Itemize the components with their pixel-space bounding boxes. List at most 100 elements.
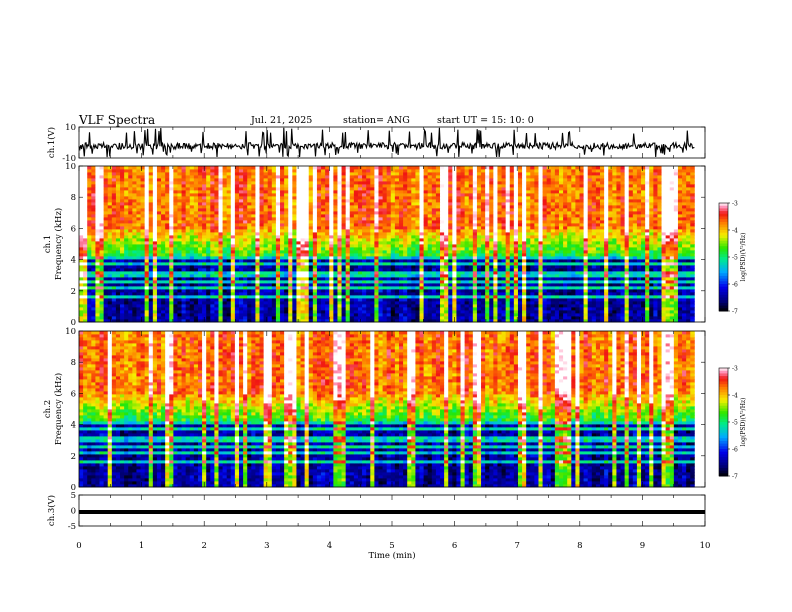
- spectrogram-cell: [427, 289, 433, 293]
- spectrogram-cell: [99, 253, 105, 257]
- spectrogram-cell: [161, 220, 166, 224]
- spectrogram-cell: [641, 319, 646, 323]
- spectrogram-cell: [485, 232, 490, 236]
- spectrogram-cell: [419, 283, 424, 287]
- spectrogram-cell: [177, 319, 182, 323]
- spectrogram-cell: [661, 244, 667, 248]
- spectrogram-cell: [156, 286, 162, 290]
- spectrogram-cell: [378, 244, 383, 248]
- spectrogram-cell: [423, 235, 429, 239]
- spectrogram-cell: [407, 274, 412, 278]
- spectrogram-cell: [202, 298, 207, 302]
- spectrogram-cell: [300, 241, 306, 245]
- spectrogram-cell: [292, 277, 297, 281]
- spectrogram-cell: [202, 229, 207, 233]
- spectrogram-cell: [91, 274, 96, 278]
- spectrogram-cell: [665, 310, 671, 314]
- spectrogram-cell: [267, 223, 273, 227]
- spectrogram-cell: [362, 301, 367, 305]
- spectrogram-cell: [464, 256, 470, 260]
- spectrogram-cell: [636, 256, 642, 260]
- spectrogram-cell: [550, 289, 556, 293]
- spectrogram-cell: [152, 247, 158, 251]
- spectrogram-cell: [275, 280, 281, 284]
- spectrogram-cell: [107, 220, 113, 224]
- spectrogram-cell: [398, 244, 404, 248]
- spectrogram-cell: [398, 289, 404, 293]
- spectrogram-cell: [99, 226, 105, 230]
- spectrogram-cell: [218, 319, 223, 323]
- spectrogram-cell: [275, 241, 281, 245]
- spectrogram-cell: [427, 301, 433, 305]
- spectrogram-cell: [542, 259, 548, 263]
- spectrogram-cell: [366, 289, 371, 293]
- spectrogram-cell: [604, 316, 609, 320]
- spectrogram-cell: [247, 262, 252, 266]
- spectrogram-cell: [333, 289, 338, 293]
- spectrogram-cell: [304, 289, 310, 293]
- spectrogram-cell: [686, 268, 691, 272]
- spectrogram-cell: [333, 256, 338, 260]
- spectrogram-cell: [325, 286, 330, 290]
- spectrogram-cell: [378, 256, 383, 260]
- spectrogram-cell: [218, 265, 223, 269]
- spectrogram-cell: [616, 223, 621, 227]
- spectrogram-cell: [505, 307, 511, 311]
- spectrogram-cell: [476, 232, 482, 236]
- spectrogram-cell: [234, 244, 240, 248]
- spectrogram-cell: [169, 265, 174, 269]
- spectrogram-cell: [472, 286, 478, 290]
- spectrogram-cell: [653, 313, 658, 317]
- spectrogram-cell: [530, 247, 535, 251]
- spectrogram-cell: [595, 262, 601, 266]
- spectrogram-cell: [448, 265, 453, 269]
- spectrogram-cell: [456, 283, 461, 287]
- spectrogram-cell: [575, 283, 580, 287]
- spectrogram-cell: [173, 262, 178, 266]
- spectrogram-cell: [501, 253, 507, 257]
- spectrogram-cell: [673, 274, 679, 278]
- spectrogram-cell: [653, 277, 658, 281]
- spectrogram-cell: [624, 298, 630, 302]
- spectrogram-cell: [308, 286, 314, 290]
- spectrogram-cell: [374, 274, 379, 278]
- spectrogram-cell: [382, 241, 388, 245]
- spectrogram-cell: [616, 304, 621, 308]
- spectrogram-cell: [517, 262, 523, 266]
- spectrogram-cell: [345, 310, 351, 314]
- spectrogram-cell: [144, 289, 150, 293]
- spectrogram-cell: [448, 241, 453, 245]
- spectrogram-cell: [374, 316, 379, 320]
- spectrogram-cell: [128, 316, 133, 320]
- spectrogram-cell: [431, 283, 437, 287]
- spectrogram-cell: [575, 271, 580, 275]
- spectrogram-cell: [181, 301, 187, 305]
- spectrogram-cell: [382, 298, 388, 302]
- spectrogram-cell: [210, 280, 215, 284]
- spectrogram-cell: [542, 319, 548, 323]
- spectrogram-cell: [682, 301, 687, 305]
- spectrogram-cell: [370, 295, 375, 299]
- spectrogram-cell: [686, 286, 691, 290]
- spectrogram-cell: [222, 256, 228, 260]
- spectrogram-cell: [394, 241, 400, 245]
- spectrogram-cell: [530, 298, 535, 302]
- spectrogram-cell: [111, 250, 117, 254]
- spectrogram-cell: [530, 283, 535, 287]
- spectrogram-cell: [690, 265, 695, 269]
- spectrogram-cell: [95, 223, 100, 227]
- spectrogram-cell: [259, 289, 265, 293]
- spectrogram-cell: [423, 259, 429, 263]
- spectrogram-cell: [440, 295, 445, 299]
- spectrogram-cell: [673, 271, 679, 275]
- spectrogram-cell: [210, 262, 215, 266]
- spectrogram-cell: [267, 316, 273, 320]
- spectrogram-cell: [148, 319, 154, 323]
- spectrogram-cell: [329, 250, 334, 254]
- spectrogram-cell: [468, 292, 474, 296]
- spectrogram-cell: [181, 235, 187, 239]
- spectrogram-cell: [645, 256, 650, 260]
- spectrogram-cell: [115, 292, 121, 296]
- spectrogram-cell: [316, 310, 322, 314]
- spectrogram-cell: [538, 301, 543, 305]
